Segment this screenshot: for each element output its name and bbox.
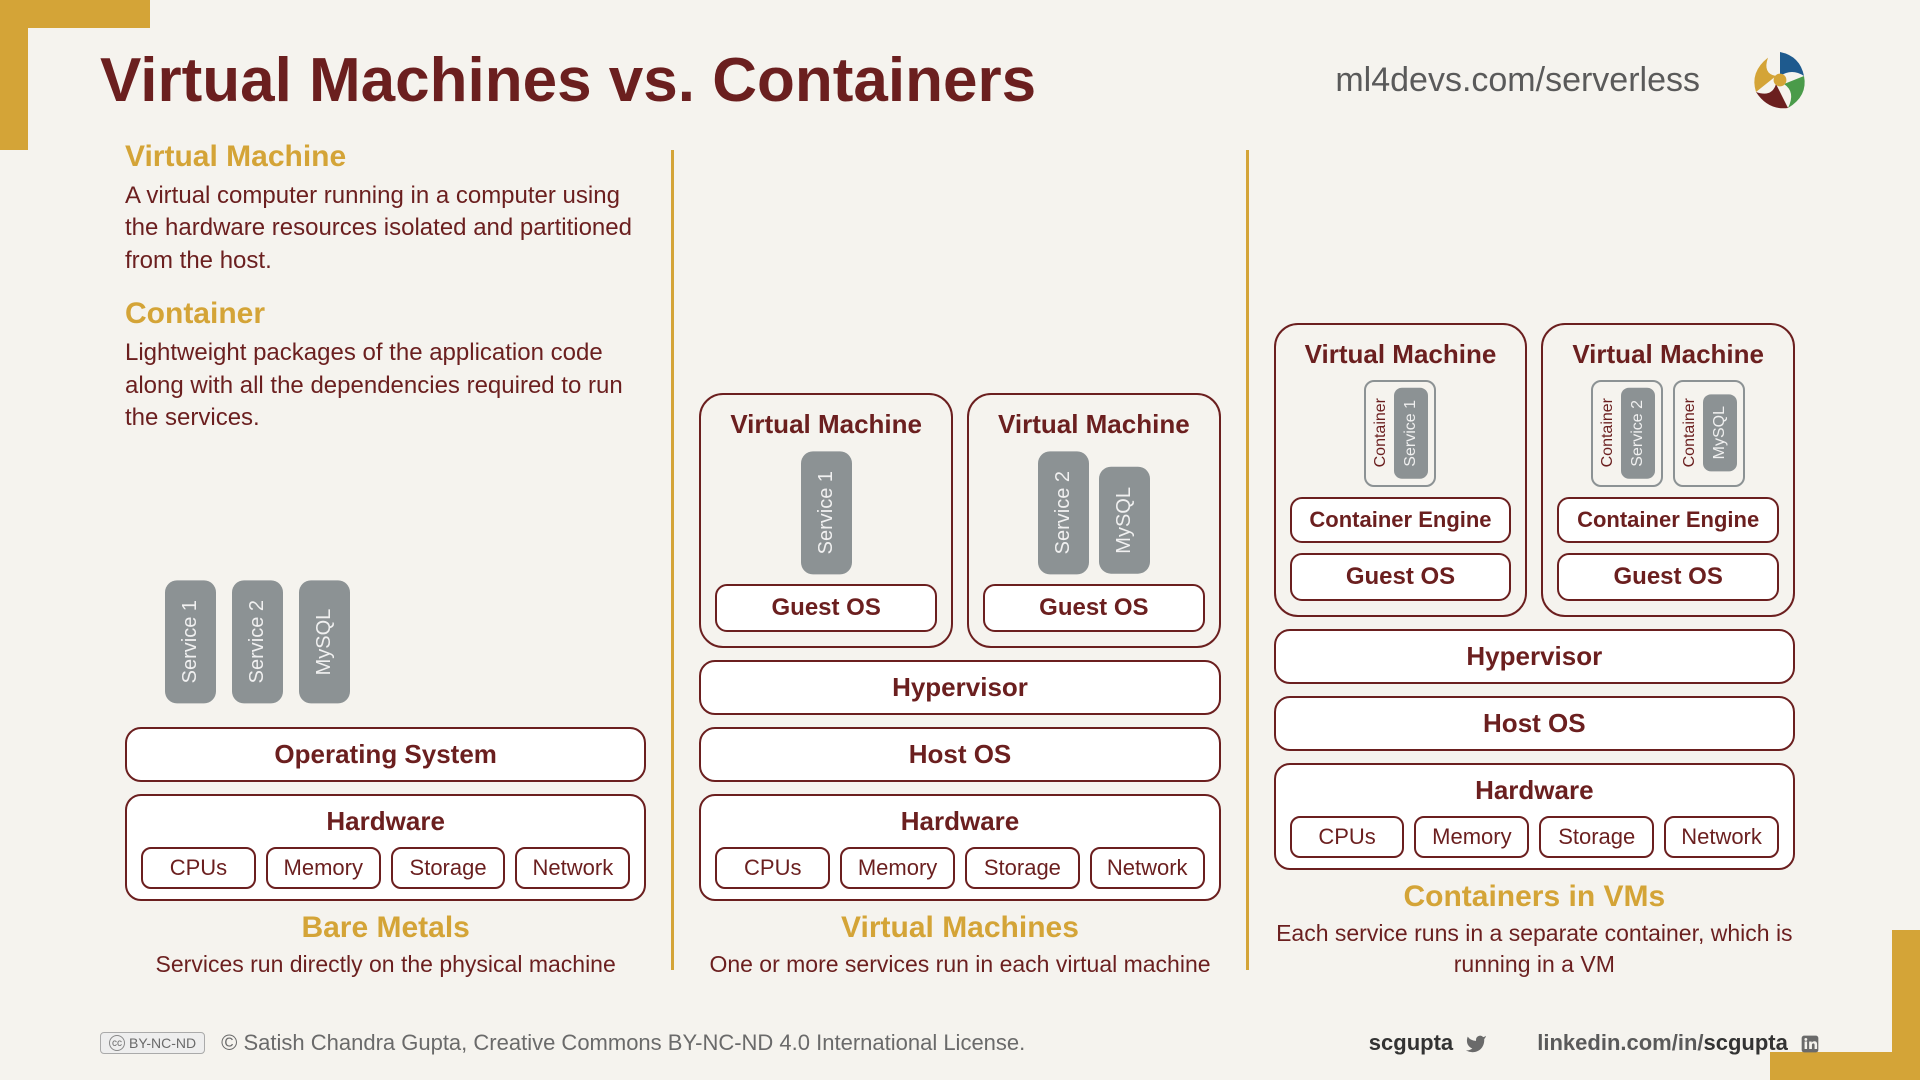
vm-row: Virtual Machine Container Service 1 Cont… — [1274, 323, 1795, 617]
hw-item: Network — [1664, 816, 1779, 858]
service-box: Service 1 — [1394, 388, 1428, 479]
layer-guest-os: Guest OS — [1290, 553, 1512, 601]
hw-item: Network — [1090, 847, 1205, 889]
container-label: Container — [1681, 394, 1699, 471]
layer-guest-os: Guest OS — [715, 584, 937, 632]
col-subtitle: Each service runs in a separate containe… — [1274, 918, 1795, 980]
hardware-label: Hardware — [1290, 775, 1779, 806]
container-box: Container MySQL — [1673, 380, 1745, 487]
linkedin-handle: linkedin.com/in/scgupta — [1537, 1030, 1820, 1056]
def-container-title: Container — [125, 297, 646, 331]
service-box: Service 2 — [1621, 388, 1655, 479]
hw-item: CPUs — [715, 847, 830, 889]
content: Virtual Machine A virtual computer runni… — [100, 140, 1820, 980]
vm-box: Virtual Machine Service 2 MySQL Guest OS — [967, 393, 1221, 648]
container-box: Container Service 1 — [1364, 380, 1436, 487]
def-vm-title: Virtual Machine — [125, 140, 646, 174]
service-box: Service 2 — [232, 580, 283, 703]
layer-hypervisor: Hypervisor — [699, 660, 1220, 715]
layer-os: Operating System — [125, 727, 646, 782]
cc-badge: cc BY-NC-ND — [100, 1032, 205, 1054]
vm-title: Virtual Machine — [1290, 339, 1512, 370]
vm-title: Virtual Machine — [715, 409, 937, 440]
vm-box: Virtual Machine Service 1 Guest OS — [699, 393, 953, 648]
layer-hardware: Hardware CPUs Memory Storage Network — [125, 794, 646, 901]
layer-host-os: Host OS — [699, 727, 1220, 782]
hw-item: Memory — [1414, 816, 1529, 858]
vm-row: Virtual Machine Service 1 Guest OS Virtu… — [699, 393, 1220, 648]
layer-hardware: Hardware CPUs Memory Storage Network — [699, 794, 1220, 901]
col-subtitle: One or more services run in each virtual… — [699, 949, 1220, 980]
col-subtitle: Services run directly on the physical ma… — [125, 949, 646, 980]
linkedin-icon — [1800, 1034, 1820, 1054]
service-box: Service 1 — [801, 451, 852, 574]
service-box: MySQL — [299, 580, 350, 703]
container-label: Container — [1599, 394, 1617, 471]
footer: cc BY-NC-ND © Satish Chandra Gupta, Crea… — [100, 1030, 1820, 1056]
column-virtual-machines: Virtual Machine Service 1 Guest OS Virtu… — [674, 140, 1245, 980]
column-bare-metals: Virtual Machine A virtual computer runni… — [100, 140, 671, 980]
vm-title: Virtual Machine — [983, 409, 1205, 440]
vm-title: Virtual Machine — [1557, 339, 1779, 370]
copyright-text: © Satish Chandra Gupta, Creative Commons… — [221, 1030, 1025, 1056]
hw-item: CPUs — [141, 847, 256, 889]
service-box: MySQL — [1099, 467, 1150, 574]
layer-hardware: Hardware CPUs Memory Storage Network — [1274, 763, 1795, 870]
layer-container-engine: Container Engine — [1557, 497, 1779, 543]
hw-item: Storage — [1539, 816, 1654, 858]
service-box: MySQL — [1703, 394, 1737, 471]
logo-icon — [1740, 40, 1820, 120]
column-containers-in-vms: Virtual Machine Container Service 1 Cont… — [1249, 140, 1820, 980]
page-title: Virtual Machines vs. Containers — [100, 45, 1036, 116]
def-container-text: Lightweight packages of the application … — [125, 337, 646, 434]
hw-item: CPUs — [1290, 816, 1405, 858]
def-vm-text: A virtual computer running in a computer… — [125, 180, 646, 277]
hw-item: Storage — [965, 847, 1080, 889]
col-title: Containers in VMs — [1274, 880, 1795, 914]
service-box: Service 2 — [1038, 451, 1089, 574]
twitter-handle: scgupta — [1369, 1030, 1487, 1056]
corner-decoration-br — [1892, 930, 1920, 1080]
hw-item: Memory — [840, 847, 955, 889]
layer-host-os: Host OS — [1274, 696, 1795, 751]
cc-icon: cc — [109, 1035, 125, 1051]
hw-item: Network — [515, 847, 630, 889]
corner-decoration-tl — [0, 0, 28, 150]
service-box: Service 1 — [165, 580, 216, 703]
layer-guest-os: Guest OS — [1557, 553, 1779, 601]
container-label: Container — [1372, 394, 1390, 471]
twitter-icon — [1465, 1033, 1487, 1055]
layer-hypervisor: Hypervisor — [1274, 629, 1795, 684]
hardware-label: Hardware — [141, 806, 630, 837]
hardware-label: Hardware — [715, 806, 1204, 837]
col-title: Virtual Machines — [699, 911, 1220, 945]
vm-box: Virtual Machine Container Service 2 Cont… — [1541, 323, 1795, 617]
layer-container-engine: Container Engine — [1290, 497, 1512, 543]
layer-guest-os: Guest OS — [983, 584, 1205, 632]
hw-item: Storage — [391, 847, 506, 889]
container-box: Container Service 2 — [1591, 380, 1663, 487]
header-url: ml4devs.com/serverless — [1335, 61, 1700, 100]
header: Virtual Machines vs. Containers ml4devs.… — [100, 40, 1820, 120]
services-row: Service 1 Service 2 MySQL — [125, 580, 646, 703]
hw-item: Memory — [266, 847, 381, 889]
col-title: Bare Metals — [125, 911, 646, 945]
vm-box: Virtual Machine Container Service 1 Cont… — [1274, 323, 1528, 617]
